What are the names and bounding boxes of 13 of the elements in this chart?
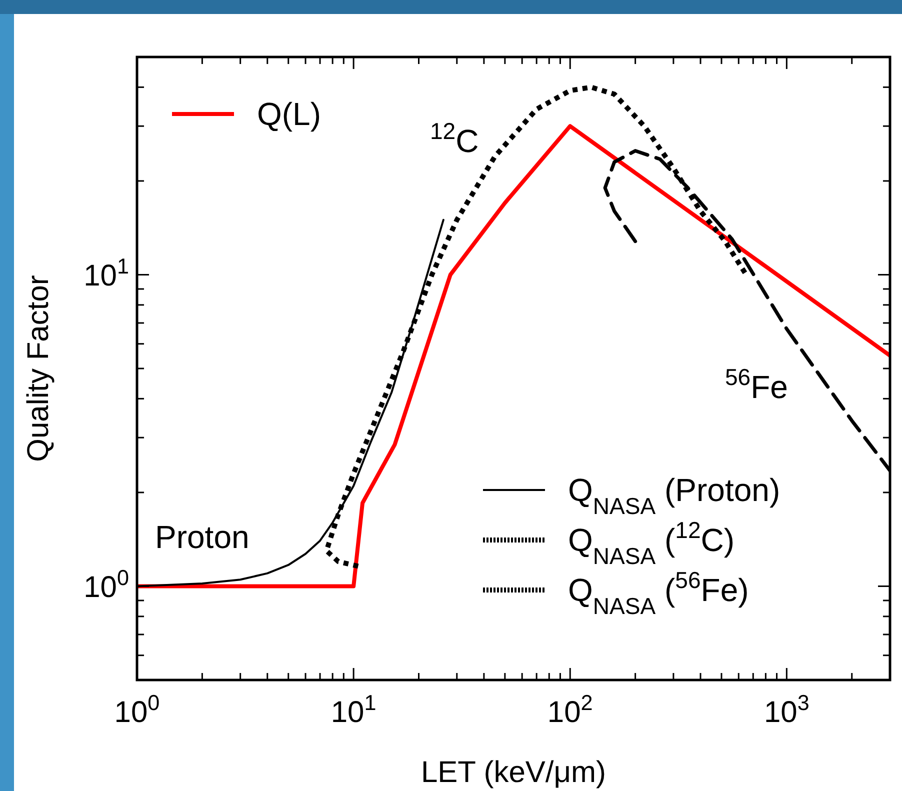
- y-axis-title: Quality Factor: [22, 275, 55, 462]
- legend-label: Q(L): [257, 96, 321, 132]
- annotation: $^{12}$C: [430, 118, 479, 159]
- x-tick-label: 10$^{3}$: [764, 690, 810, 729]
- x-tick-label: 10$^{2}$: [547, 690, 593, 729]
- legend-label: Q$_{NASA}$ ($^{56}$Fe): [568, 567, 749, 619]
- annotation: $^{56}$Fe: [725, 364, 788, 405]
- legend-label: Q$_{NASA}$ (Proton): [568, 472, 780, 519]
- annotation: Proton: [155, 519, 250, 555]
- legend-label: Q$_{NASA}$ ($^{12}$C): [568, 517, 735, 569]
- x-tick-label: 10$^{0}$: [114, 690, 160, 729]
- x-tick-label: 10$^{1}$: [330, 690, 376, 729]
- x-axis-title: LET (keV/μm): [420, 756, 606, 789]
